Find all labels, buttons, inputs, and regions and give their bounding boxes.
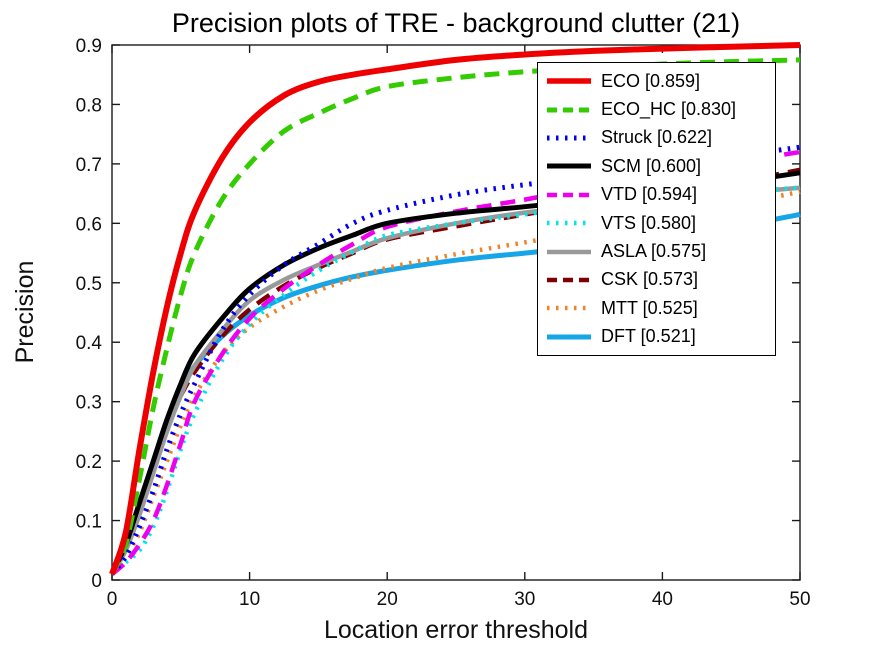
legend-item-eco: ECO [0.859] <box>546 67 775 95</box>
legend-line-sample-vts <box>547 220 591 226</box>
legend-label: VTD [0.594] <box>601 184 698 205</box>
legend-label: DFT [0.521] <box>601 326 696 347</box>
legend-item-asla: ASLA [0.575] <box>546 237 775 265</box>
legend-label: ASLA [0.575] <box>601 241 707 262</box>
legend-line-sample-asla <box>547 249 591 254</box>
x-tick-label: 40 <box>652 589 673 610</box>
legend-item-eco_hc: ECO_HC [0.830] <box>546 95 775 123</box>
legend-item-mtt: MTT [0.525] <box>546 294 775 322</box>
legend-item-struck: Struck [0.622] <box>546 124 775 152</box>
legend-line-sample-csk <box>547 277 591 283</box>
legend-item-vtd: VTD [0.594] <box>546 181 775 209</box>
legend-line-sample-struck <box>547 135 591 141</box>
x-tick-label: 10 <box>239 589 260 610</box>
legend-line-sample-vtd <box>547 192 591 197</box>
y-tick-label: 0.7 <box>76 155 102 176</box>
y-tick-label: 0.5 <box>76 274 102 295</box>
legend-line-sample-eco <box>547 78 591 84</box>
axes-box <box>111 44 801 581</box>
x-tick-label: 30 <box>514 589 535 610</box>
x-axis-label: Location error threshold <box>323 616 589 644</box>
y-tick-label: 0.9 <box>76 36 102 57</box>
y-tick-label: 0.8 <box>76 95 102 116</box>
legend-line-sample-dft <box>547 334 591 340</box>
legend-label: ECO_HC [0.830] <box>601 99 737 120</box>
legend-label: VTS [0.580] <box>601 212 697 233</box>
x-tick-label: 50 <box>789 589 810 610</box>
y-tick-label: 0 <box>91 571 102 592</box>
y-tick-label: 0.4 <box>76 333 103 354</box>
x-tick-label: 20 <box>377 589 398 610</box>
series-line-eco <box>109 42 801 576</box>
legend-item-scm: SCM [0.600] <box>546 152 775 180</box>
legend-label: ECO [0.859] <box>601 70 701 91</box>
legend-item-dft: DFT [0.521] <box>546 323 775 351</box>
legend-item-vts: VTS [0.580] <box>546 209 775 237</box>
legend-label: CSK [0.573] <box>601 269 699 290</box>
y-tick-label: 0.1 <box>76 512 102 533</box>
legend-line-sample-eco_hc <box>547 107 591 113</box>
y-tick-label: 0.2 <box>76 452 102 473</box>
legend-item-csk: CSK [0.573] <box>546 266 775 294</box>
x-tick-label: 0 <box>107 589 118 610</box>
legend-label: Struck [0.622] <box>601 127 713 148</box>
y-tick-label: 0.3 <box>76 393 102 414</box>
legend: ECO [0.859] ECO_HC [0.830] Struck [0.622] S… <box>537 62 776 356</box>
series-line-eco_hc <box>109 57 801 576</box>
y-tick-label: 0.6 <box>76 214 102 235</box>
legend-line-sample-mtt <box>547 306 591 311</box>
legend-label: SCM [0.600] <box>601 155 702 176</box>
chart-title: Precision plots of TRE - background clut… <box>171 8 741 38</box>
y-axis-label: Precision <box>11 260 39 364</box>
legend-label: MTT [0.525] <box>601 297 698 318</box>
series-line-vts <box>110 185 801 576</box>
legend-line-sample-scm <box>547 163 591 169</box>
